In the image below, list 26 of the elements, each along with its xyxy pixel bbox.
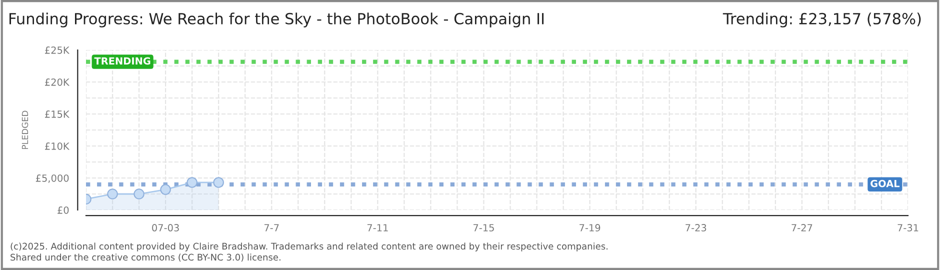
x-tick-label: 7-19 [580, 224, 600, 232]
point [107, 188, 118, 200]
x-tick-label: 7-27 [792, 224, 812, 232]
text: (c)2025. Additional content provided by Claire Bradshaw. Trademarks and related content are owned by their respective companies. [10, 242, 608, 252]
y-tick-label: £20K [45, 78, 70, 86]
y-tick-label: £5,000 [36, 174, 69, 183]
point [134, 188, 144, 200]
y-tick-label: £10K [45, 142, 70, 150]
ref-line-label: TRENDING [94, 57, 150, 65]
y-tick-label: £25K [45, 46, 70, 54]
x-tick-label: 7-15 [474, 224, 494, 232]
chart-title: Funding Progress: We Reach for the Sky - the PhotoBook - Campaign II [10, 12, 544, 28]
x-tick-label: 7-7 [264, 224, 279, 232]
x-tick-label: 07-03 [152, 224, 179, 232]
y-tick-label: £15K [45, 110, 70, 118]
x-tick-label: 7-11 [367, 224, 388, 232]
text: Trending: £23,157 (578%) [722, 12, 921, 28]
ref-line-label: GOAL [870, 180, 900, 188]
point [186, 177, 198, 188]
text: Shared under the creative commons (CC BY-NC 3.0) license. [10, 254, 280, 262]
point [160, 184, 171, 195]
x-tick-label: 7-23 [686, 224, 706, 232]
point [213, 177, 224, 188]
x-tick-label: 7-31 [898, 224, 918, 232]
y-tick-label: £0 [58, 206, 69, 214]
y-axis-title: PLEDGED [22, 110, 28, 149]
